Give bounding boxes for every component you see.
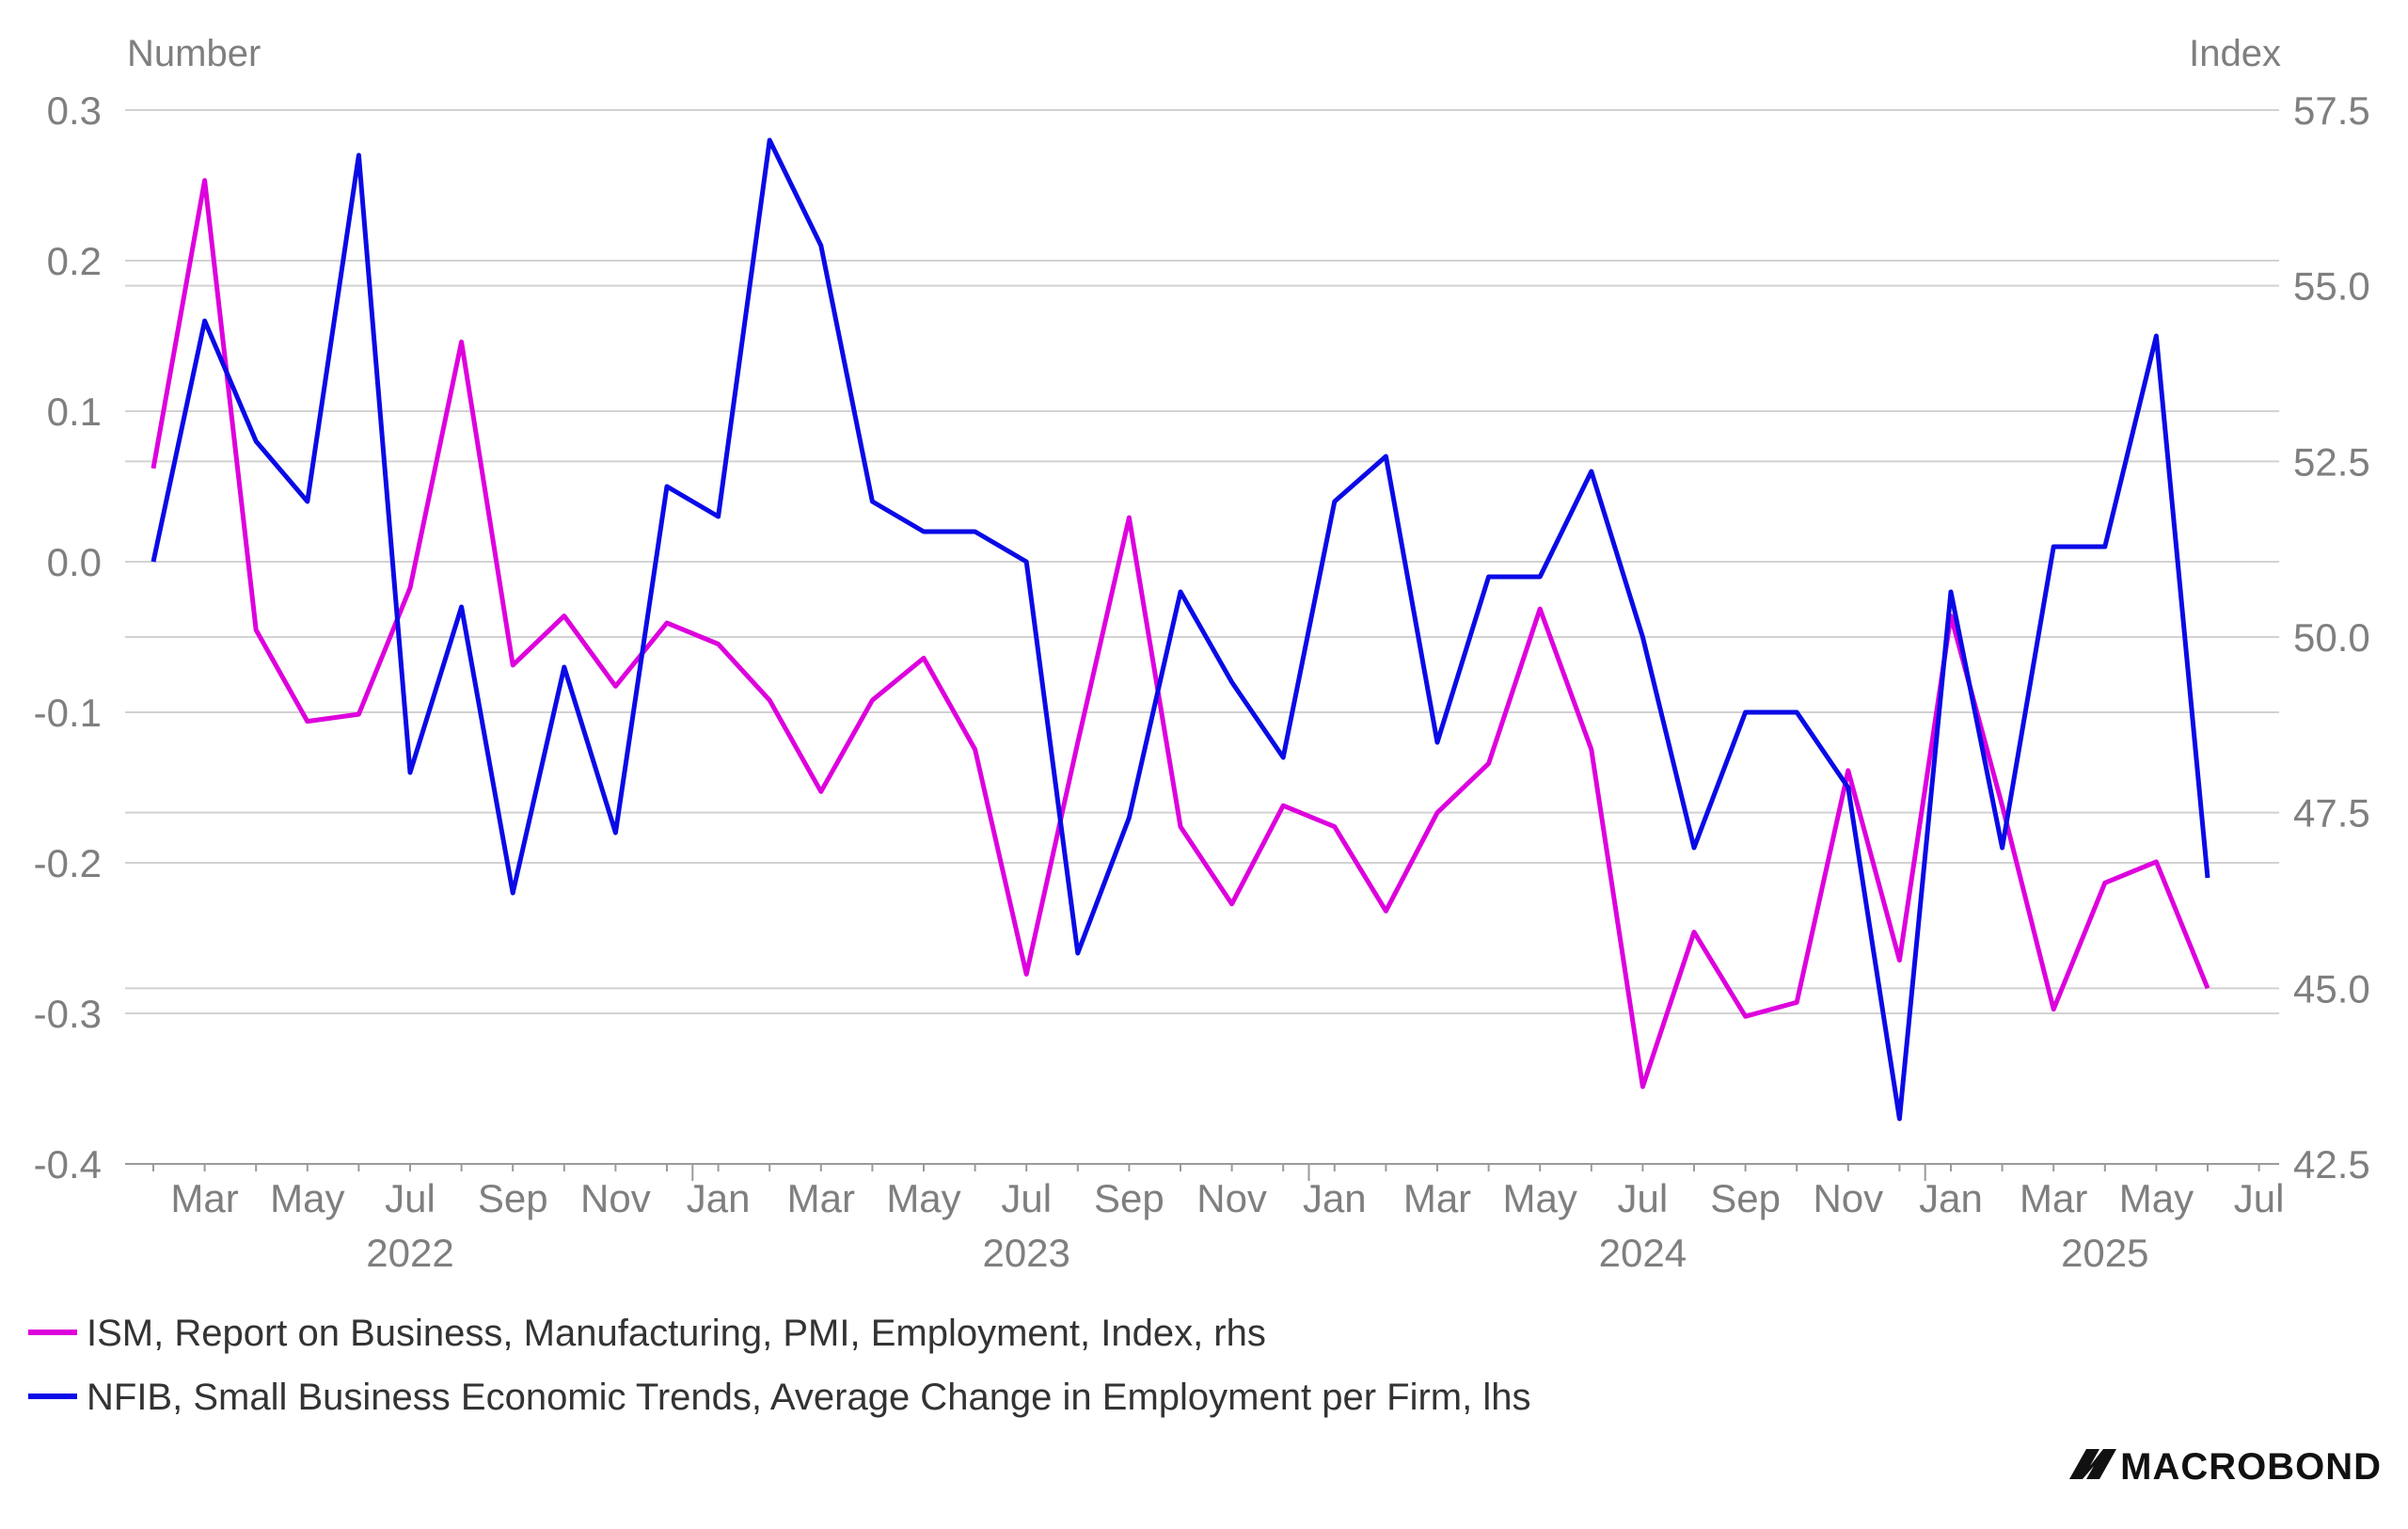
x-tick-label: May — [270, 1176, 344, 1220]
left-tick-label: 0.1 — [47, 390, 102, 434]
right-tick-label: 50.0 — [2293, 615, 2370, 660]
series-line-nfib — [150, 137, 2210, 1122]
series-line-ism — [150, 178, 2210, 1090]
x-tick-label: Sep — [1094, 1176, 1164, 1220]
x-tick-label: May — [1503, 1176, 1577, 1220]
left-tick-label: -0.2 — [34, 841, 102, 885]
left-tick-label: 0.0 — [47, 540, 102, 584]
series-layer — [150, 137, 2210, 1122]
x-tick-label: Nov — [580, 1176, 651, 1220]
x-tick-label: Jul — [1001, 1176, 1052, 1220]
x-year-label: 2024 — [1599, 1231, 1687, 1275]
x-tick-label: Sep — [478, 1176, 548, 1220]
right-tick-label: 42.5 — [2293, 1142, 2370, 1187]
left-axis: 0.3 0.2 0.1 0.0 -0.1 -0.2 -0.3 -0.4 — [34, 88, 102, 1187]
right-axis-title: Index — [2189, 33, 2281, 74]
x-tick-label: Jul — [385, 1176, 436, 1220]
x-tick-label: Sep — [1710, 1176, 1781, 1220]
left-tick-label: 0.3 — [47, 88, 102, 133]
left-tick-label: -0.4 — [34, 1142, 102, 1187]
left-tick-label: -0.1 — [34, 691, 102, 735]
x-tick-label: Jan — [1303, 1176, 1367, 1220]
left-tick-label: -0.3 — [34, 992, 102, 1036]
x-tick-label: Mar — [1403, 1176, 1471, 1220]
x-year-label: 2023 — [982, 1231, 1069, 1275]
right-tick-label: 45.0 — [2293, 966, 2370, 1011]
x-tick-label: May — [2119, 1176, 2194, 1220]
x-year-label: 2025 — [2061, 1231, 2148, 1275]
brand-name: MACROBOND — [2120, 1446, 2382, 1488]
x-tick-label: Jan — [1919, 1176, 1983, 1220]
legend-label-ism: ISM, Report on Business, Manufacturing, … — [87, 1313, 1266, 1354]
x-tick-label: Jul — [2234, 1176, 2285, 1220]
right-axis: 57.5 55.0 52.5 50.0 47.5 45.0 42.5 — [2293, 88, 2370, 1187]
left-tick-label: 0.2 — [47, 239, 102, 283]
x-tick-label: Jan — [687, 1176, 751, 1220]
right-tick-label: 55.0 — [2293, 264, 2370, 309]
right-tick-label: 57.5 — [2293, 88, 2370, 133]
x-axis: Mar May Jul Sep Nov Jan Mar May Jul Sep Nov Jan Mar M… — [125, 1163, 2285, 1275]
legend: ISM, Report on Business, Manufacturing, … — [28, 1313, 1530, 1418]
brand-logo: MACROBOND — [2069, 1446, 2382, 1488]
brand-mark — [2069, 1449, 2116, 1479]
x-tick-label: Mar — [787, 1176, 855, 1220]
x-year-label: 2022 — [366, 1231, 453, 1275]
right-tick-label: 52.5 — [2293, 439, 2370, 484]
x-tick-label: Mar — [170, 1176, 238, 1220]
x-tick-label: Nov — [1196, 1176, 1267, 1220]
x-tick-label: Nov — [1813, 1176, 1883, 1220]
left-axis-title: Number — [127, 33, 261, 74]
legend-label-nfib: NFIB, Small Business Economic Trends, Av… — [87, 1377, 1530, 1418]
x-tick-label: May — [886, 1176, 960, 1220]
x-tick-label: Mar — [2020, 1176, 2087, 1220]
right-tick-label: 47.5 — [2293, 791, 2370, 836]
x-tick-label: Jul — [1618, 1176, 1669, 1220]
